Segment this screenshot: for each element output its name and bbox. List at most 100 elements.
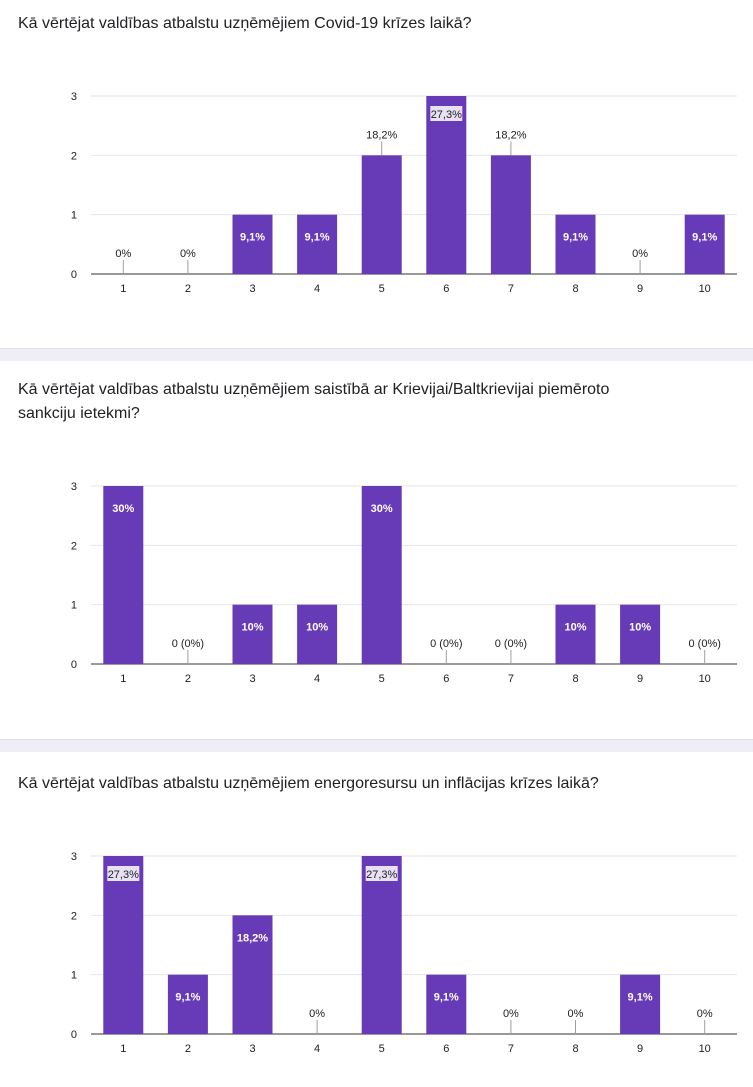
- question-card-1: Kā vērtējat valdības atbalstu uzņēmējiem…: [0, 0, 753, 348]
- x-tick-label: 4: [314, 283, 320, 295]
- data-label: 9,1%: [628, 992, 653, 1004]
- x-tick-label: 8: [572, 673, 578, 685]
- x-tick-label: 8: [572, 1043, 578, 1055]
- x-tick-label: 2: [185, 283, 191, 295]
- data-label: 0 (0%): [430, 638, 462, 650]
- data-label: 18,2%: [495, 129, 526, 141]
- y-tick-label: 3: [71, 91, 77, 103]
- x-tick-label: 5: [379, 673, 385, 685]
- data-label: 0 (0%): [688, 638, 720, 650]
- bar: [232, 604, 273, 664]
- bar: [361, 155, 402, 274]
- data-label: 0 (0%): [172, 638, 204, 650]
- bar: [555, 604, 596, 664]
- bar: [167, 974, 208, 1034]
- data-label: 0%: [568, 1008, 584, 1020]
- question-title-1: Kā vērtējat valdības atbalstu uzņēmējiem…: [18, 15, 472, 32]
- x-tick-label: 3: [249, 673, 255, 685]
- y-tick-label: 3: [71, 851, 77, 863]
- x-tick-label: 10: [699, 673, 711, 685]
- x-tick-label: 7: [508, 673, 514, 685]
- question-title-3: Kā vērtējat valdības atbalstu uzņēmējiem…: [18, 775, 599, 792]
- y-tick-label: 1: [71, 210, 77, 222]
- x-tick-label: 1: [120, 283, 126, 295]
- y-tick-label: 0: [71, 659, 77, 671]
- y-tick-label: 1: [71, 600, 77, 612]
- x-tick-label: 6: [443, 673, 449, 685]
- bar-chart-1: 0 1 2 3 1 0% 2 0% 3 9,1% 4 9,1% 5 18,2% 6 27,3% 7 18,2% 8 9…: [71, 91, 737, 295]
- data-label: 18,2%: [366, 129, 397, 141]
- x-tick-label: 2: [185, 673, 191, 685]
- y-tick-label: 3: [71, 481, 77, 493]
- bar: [232, 915, 273, 1034]
- bar: [297, 214, 338, 274]
- x-tick-label: 7: [508, 283, 514, 295]
- bar-chart-3: 0 1 2 3 1 27,3% 2 9,1% 3 18,2% 4 0% 5 27,3% 6 9,1% 7 0% 8 0…: [71, 851, 737, 1055]
- x-tick-label: 1: [120, 1043, 126, 1055]
- data-label: 30%: [112, 503, 134, 515]
- bar: [426, 974, 467, 1034]
- bar: [555, 214, 596, 274]
- bar: [297, 604, 338, 664]
- data-label: 9,1%: [305, 232, 330, 244]
- data-label: 10%: [629, 622, 651, 634]
- x-tick-label: 6: [443, 1043, 449, 1055]
- x-tick-label: 9: [637, 283, 643, 295]
- x-tick-label: 5: [379, 1043, 385, 1055]
- x-tick-label: 5: [379, 283, 385, 295]
- card-separator-2: [0, 739, 753, 752]
- data-label: 0%: [309, 1008, 325, 1020]
- data-label: 9,1%: [175, 992, 200, 1004]
- x-tick-label: 2: [185, 1043, 191, 1055]
- x-tick-label: 4: [314, 1043, 320, 1055]
- data-label: 0%: [697, 1008, 713, 1020]
- x-tick-label: 9: [637, 1043, 643, 1055]
- question-card-2: Kā vērtējat valdības atbalstu uzņēmējiem…: [0, 361, 753, 739]
- bar: [361, 486, 402, 664]
- bar: [426, 96, 467, 274]
- bar: [684, 214, 725, 274]
- data-label: 27,3%: [431, 109, 462, 121]
- data-label: 0%: [115, 248, 131, 260]
- x-tick-label: 3: [249, 283, 255, 295]
- bar: [103, 856, 144, 1034]
- bar: [361, 856, 402, 1034]
- data-label-bg: [430, 106, 463, 121]
- data-label-bg: [365, 866, 398, 881]
- data-label: 0%: [632, 248, 648, 260]
- data-label: 9,1%: [692, 232, 717, 244]
- y-tick-label: 2: [71, 540, 77, 552]
- data-label: 10%: [241, 622, 263, 634]
- y-tick-label: 1: [71, 970, 77, 982]
- data-label: 27,3%: [366, 869, 397, 881]
- data-label: 30%: [371, 503, 393, 515]
- data-label: 10%: [306, 622, 328, 634]
- data-label: 9,1%: [563, 232, 588, 244]
- data-label: 9,1%: [434, 992, 459, 1004]
- bar: [620, 974, 661, 1034]
- y-tick-label: 2: [71, 910, 77, 922]
- x-tick-label: 1: [120, 673, 126, 685]
- data-label: 9,1%: [240, 232, 265, 244]
- data-label: 10%: [564, 622, 586, 634]
- question-title-2: Kā vērtējat valdības atbalstu uzņēmējiem…: [18, 381, 610, 422]
- bar: [103, 486, 144, 664]
- bar-chart-2: 0 1 2 3 1 30% 2 0 (0%) 3 10% 4 10% 5 30% 6 0 (0%) 7 0 (0%…: [71, 481, 737, 685]
- x-tick-label: 3: [249, 1043, 255, 1055]
- card-separator-1: [0, 348, 753, 361]
- y-tick-label: 0: [71, 269, 77, 281]
- x-tick-label: 10: [699, 1043, 711, 1055]
- x-tick-label: 9: [637, 673, 643, 685]
- data-label: 0 (0%): [495, 638, 527, 650]
- x-tick-label: 4: [314, 673, 320, 685]
- y-tick-label: 2: [71, 150, 77, 162]
- bar: [490, 155, 531, 274]
- data-label: 27,3%: [108, 869, 139, 881]
- question-card-3: Kā vērtējat valdības atbalstu uzņēmējiem…: [0, 752, 753, 1087]
- bar: [620, 604, 661, 664]
- bar: [232, 214, 273, 274]
- y-tick-label: 0: [71, 1029, 77, 1041]
- data-label: 18,2%: [237, 932, 268, 944]
- x-tick-label: 7: [508, 1043, 514, 1055]
- x-tick-label: 10: [699, 283, 711, 295]
